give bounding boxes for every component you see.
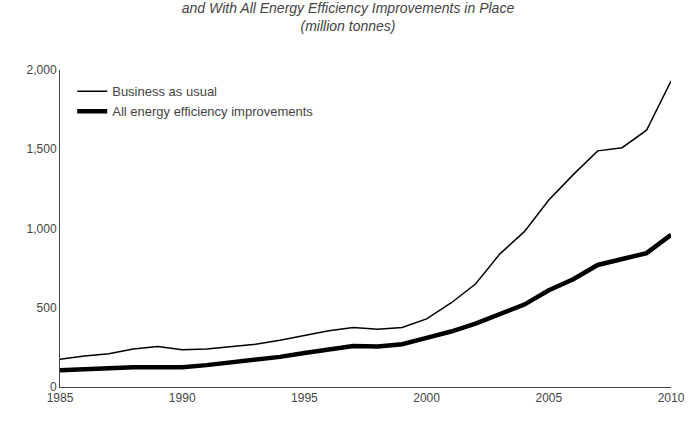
svg-text:2005: 2005 — [535, 391, 562, 405]
svg-text:All energy efficiency improvem: All energy efficiency improvements — [112, 104, 313, 119]
svg-text:1,000: 1,000 — [27, 222, 57, 236]
svg-text:2010: 2010 — [658, 391, 685, 405]
svg-text:Business as usual: Business as usual — [112, 84, 217, 99]
svg-text:and With All Energy Efficiency: and With All Energy Efficiency Improveme… — [182, 0, 515, 34]
svg-text:1990: 1990 — [169, 391, 196, 405]
svg-text:0: 0 — [50, 380, 57, 394]
svg-text:500: 500 — [37, 301, 57, 315]
svg-text:2,000: 2,000 — [27, 63, 57, 77]
svg-text:1,500: 1,500 — [27, 142, 57, 156]
svg-text:2000: 2000 — [413, 391, 440, 405]
svg-text:1995: 1995 — [291, 391, 318, 405]
svg-text:1985: 1985 — [47, 391, 74, 405]
